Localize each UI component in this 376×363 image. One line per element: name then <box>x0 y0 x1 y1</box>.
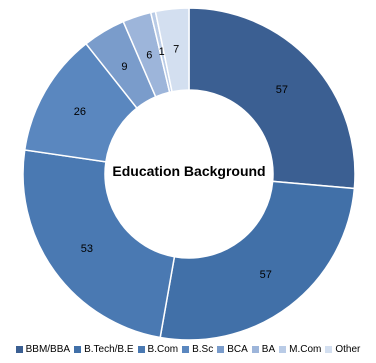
chart-title: Education Background <box>112 163 265 179</box>
legend-item-ba: BA <box>251 344 276 355</box>
legend-label: Other <box>335 344 361 355</box>
data-label-bbm-bba: 57 <box>276 84 288 96</box>
legend-item-bbm-bba: BBM/BBA <box>15 344 71 355</box>
legend-label: BBM/BBA <box>25 344 71 355</box>
legend-swatch <box>251 346 259 353</box>
legend-swatch <box>15 346 23 353</box>
slice-b-com <box>22 149 176 339</box>
data-label-b-sc: 26 <box>74 106 86 118</box>
slice-b-tech-b-e <box>159 180 356 340</box>
legend-swatch <box>217 346 225 353</box>
legend-item-b-tech-b-e: B.Tech/B.E <box>74 344 134 355</box>
legend-label: BCA <box>227 344 248 355</box>
legend-item-b-sc: B.Sc <box>182 344 213 355</box>
legend-item-m-com: M.Com <box>279 344 321 355</box>
legend-swatch <box>137 346 145 353</box>
legend-item-other: Other <box>325 344 360 355</box>
legend-label: M.Com <box>289 344 322 355</box>
legend-swatch <box>74 346 82 353</box>
legend-swatch <box>325 346 333 353</box>
legend-label: B.Tech/B.E <box>84 344 134 355</box>
slice-labels: 57 57 53 26 9 6 1 7 <box>74 44 288 281</box>
data-label-bca: 9 <box>121 61 127 73</box>
slice-bbm-bba <box>188 7 356 190</box>
donut-slices <box>22 7 356 340</box>
data-label-ba: 6 <box>146 49 152 61</box>
data-label-m-com: 1 <box>159 46 165 58</box>
donut-chart: 57 57 53 26 9 6 1 7 Education Background <box>22 7 356 340</box>
legend-swatch <box>182 346 190 353</box>
data-label-b-com: 53 <box>81 243 93 255</box>
legend-label: BA <box>261 344 276 355</box>
data-label-b-tech-b-e: 57 <box>260 269 272 281</box>
chart-legend: BBM/BBA B.Tech/B.E B.Com B.Sc BCA BA M.Com Othe… <box>0 344 376 355</box>
legend-item-b-com: B.Com <box>137 344 179 355</box>
legend-item-bca: BCA <box>217 344 248 355</box>
slice-other <box>154 7 190 93</box>
legend-label: B.Com <box>147 344 179 355</box>
legend-label: B.Sc <box>192 344 214 355</box>
data-label-other: 7 <box>173 44 179 56</box>
legend-swatch <box>279 346 287 353</box>
